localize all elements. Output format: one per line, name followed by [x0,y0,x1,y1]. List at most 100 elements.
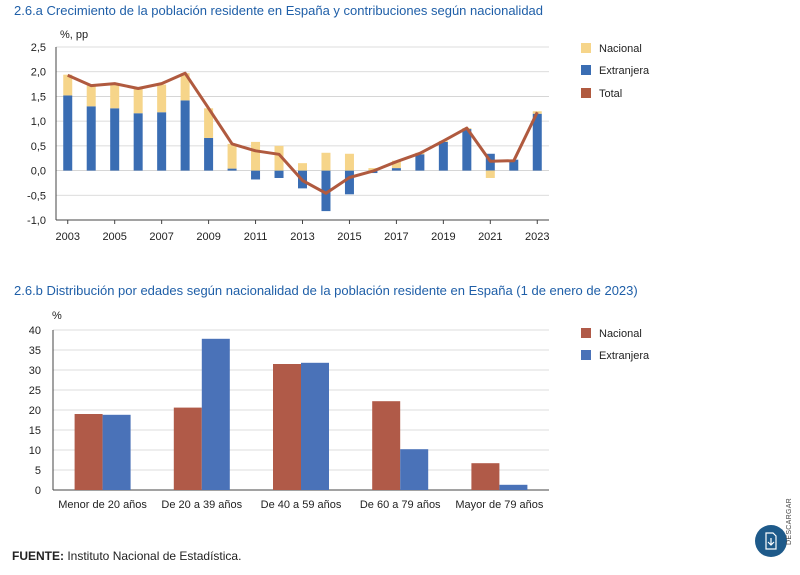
bar-extranjera [391,168,401,171]
y-tick-label: 10 [29,445,41,457]
x-tick-label: 2015 [337,231,361,243]
y-axis-label: %, pp [60,29,88,41]
bar-nacional [372,401,401,490]
legend-swatch [581,328,591,338]
bar-extranjera [344,170,354,195]
bar-nacional [63,74,73,96]
source-note: FUENTE: Instituto Nacional de Estadístic… [12,549,241,563]
x-tick-label: De 40 a 59 años [261,499,342,511]
bar-extranjera [86,106,96,171]
source-text: Instituto Nacional de Estadística. [64,549,242,563]
bar-nacional [173,407,202,490]
bar-nacional [273,364,301,490]
y-tick-label: -0,5 [27,190,46,202]
y-tick-label: 35 [29,345,41,357]
chart-b: 40 35 30 25 20 15 10 5 0% Menor de 20 años De 20 a… [29,310,650,511]
x-tick-label: Menor de 20 años [58,499,147,511]
y-tick-label: 2,0 [31,67,46,79]
y-tick-label: 1,5 [31,91,46,103]
download-label: DESCARGAR [786,497,793,545]
download-button[interactable] [755,525,787,557]
bar-nacional [157,84,167,113]
legend-swatch [581,43,591,53]
x-tick-label: De 60 a 79 años [360,499,441,511]
bar-nacional [368,168,378,171]
bar-extranjera [251,170,261,180]
bar-nacional [180,73,190,101]
bar-extranjera [532,113,542,171]
bar-extranjera [301,362,329,490]
y-tick-label: 20 [29,405,41,417]
x-tick-label: 2013 [290,231,314,243]
y-tick-label: 5 [35,465,41,477]
bar-extranjera [499,484,528,490]
x-tick-label: 2023 [525,231,549,243]
source-label: FUENTE: [12,549,64,563]
bar-extranjera [102,414,131,490]
x-tick-label: De 20 a 39 años [161,499,242,511]
legend-swatch [581,65,591,75]
x-tick-label: 2021 [478,231,502,243]
chart-a: 2,5 2,0 1,5 1,0 0,5 0,0 -0,5 -1,0 %, pp 2003 2005 2… [27,29,650,243]
y-tick-label: 40 [29,325,41,337]
y-tick-label: 30 [29,365,41,377]
bar-nacional [74,414,103,490]
legend-label: Total [599,88,622,100]
x-tick-label: 2009 [196,231,220,243]
legend-label: Extranjera [599,65,650,77]
bar-extranjera [438,141,448,171]
y-tick-label: 2,5 [31,42,46,54]
bar-nacional [133,88,143,114]
bar-nacional [110,83,120,109]
y-tick-label: 0,0 [31,166,46,178]
legend-label: Nacional [599,43,642,55]
legend-label: Nacional [599,328,642,340]
bar-nacional [344,153,354,171]
x-tick-label: Mayor de 79 años [455,499,544,511]
x-tick-label: 2019 [431,231,455,243]
bar-extranjera [180,100,190,171]
chart-a-title: 2.6.a Crecimiento de la población reside… [14,3,544,18]
y-tick-label: -1,0 [27,215,46,227]
x-tick-label: 2003 [55,231,79,243]
bar-nacional [321,152,331,171]
bar-extranjera [400,449,429,490]
y-tick-label: 25 [29,385,41,397]
x-tick-label: 2011 [244,231,268,243]
legend-swatch [581,350,591,360]
y-tick-label: 0,5 [31,141,46,153]
x-tick-label: 2007 [149,231,173,243]
bar-extranjera [227,168,237,171]
bar-extranjera [204,137,214,171]
x-tick-label: 2005 [102,231,126,243]
bar-extranjera [415,154,425,171]
bar-extranjera [274,170,284,178]
bar-nacional [204,108,214,138]
y-tick-label: 0 [35,485,41,497]
bar-nacional [274,145,284,171]
bar-nacional [391,160,401,169]
bar-nacional [471,463,500,490]
line-total [67,71,539,195]
bar-extranjera [509,159,519,171]
bar-extranjera [63,95,73,171]
bar-nacional [298,163,307,171]
bar-extranjera [157,112,167,171]
bar-extranjera [321,170,331,212]
bar-nacional [227,143,237,169]
bar-nacional [251,141,261,171]
legend-label: Extranjera [599,350,650,362]
bar-nacional [485,170,495,178]
y-tick-label: 15 [29,425,41,437]
bar-extranjera [110,108,120,171]
bar-extranjera [133,113,143,171]
y-axis-label: % [52,310,62,322]
legend-swatch [581,88,591,98]
download-icon [765,532,777,550]
chart-b-title: 2.6.b Distribución por edades según naci… [14,283,638,298]
bar-nacional [86,85,96,107]
y-tick-label: 1,0 [31,116,46,128]
x-tick-label: 2017 [384,231,408,243]
bar-extranjera [462,129,472,171]
bar-extranjera [201,338,230,490]
